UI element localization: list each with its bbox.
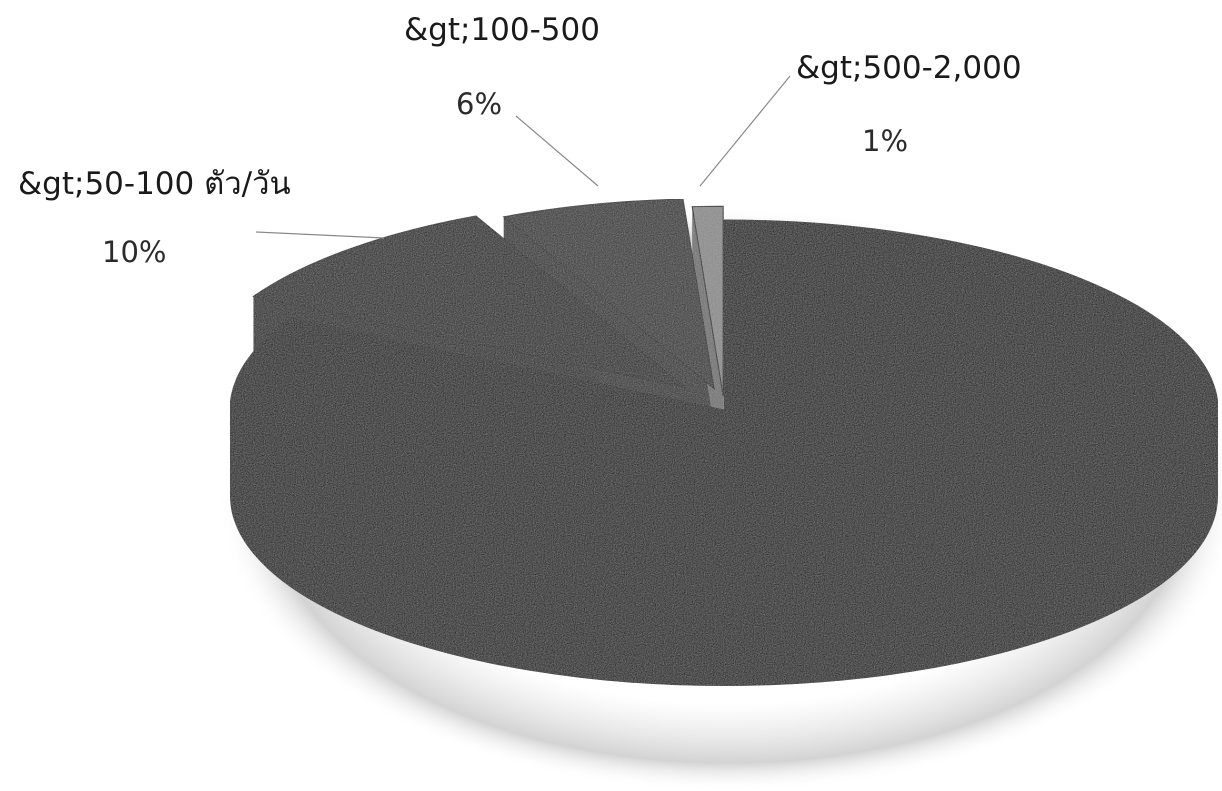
leader-line — [255, 231, 385, 239]
slice-percent-label: 10% — [102, 235, 166, 269]
slice-percent-label: 6% — [456, 87, 502, 121]
pie-slice — [252, 215, 687, 389]
pie-slice — [229, 219, 1219, 601]
leader-line — [699, 75, 791, 187]
slice-label: &gt;100-500 — [404, 12, 600, 48]
pie-slice — [502, 198, 715, 390]
leader-lines — [255, 75, 791, 239]
pie-slice-side — [230, 410, 1218, 686]
slice-label: &gt;500-2,000 — [796, 50, 1022, 86]
leader-line — [515, 115, 599, 187]
pie-tops — [229, 198, 1219, 601]
pie-slice — [691, 205, 724, 397]
slice-percent-label: 1% — [862, 124, 908, 158]
slice-label: &gt;50-100 ตัว/วัน — [18, 166, 291, 202]
